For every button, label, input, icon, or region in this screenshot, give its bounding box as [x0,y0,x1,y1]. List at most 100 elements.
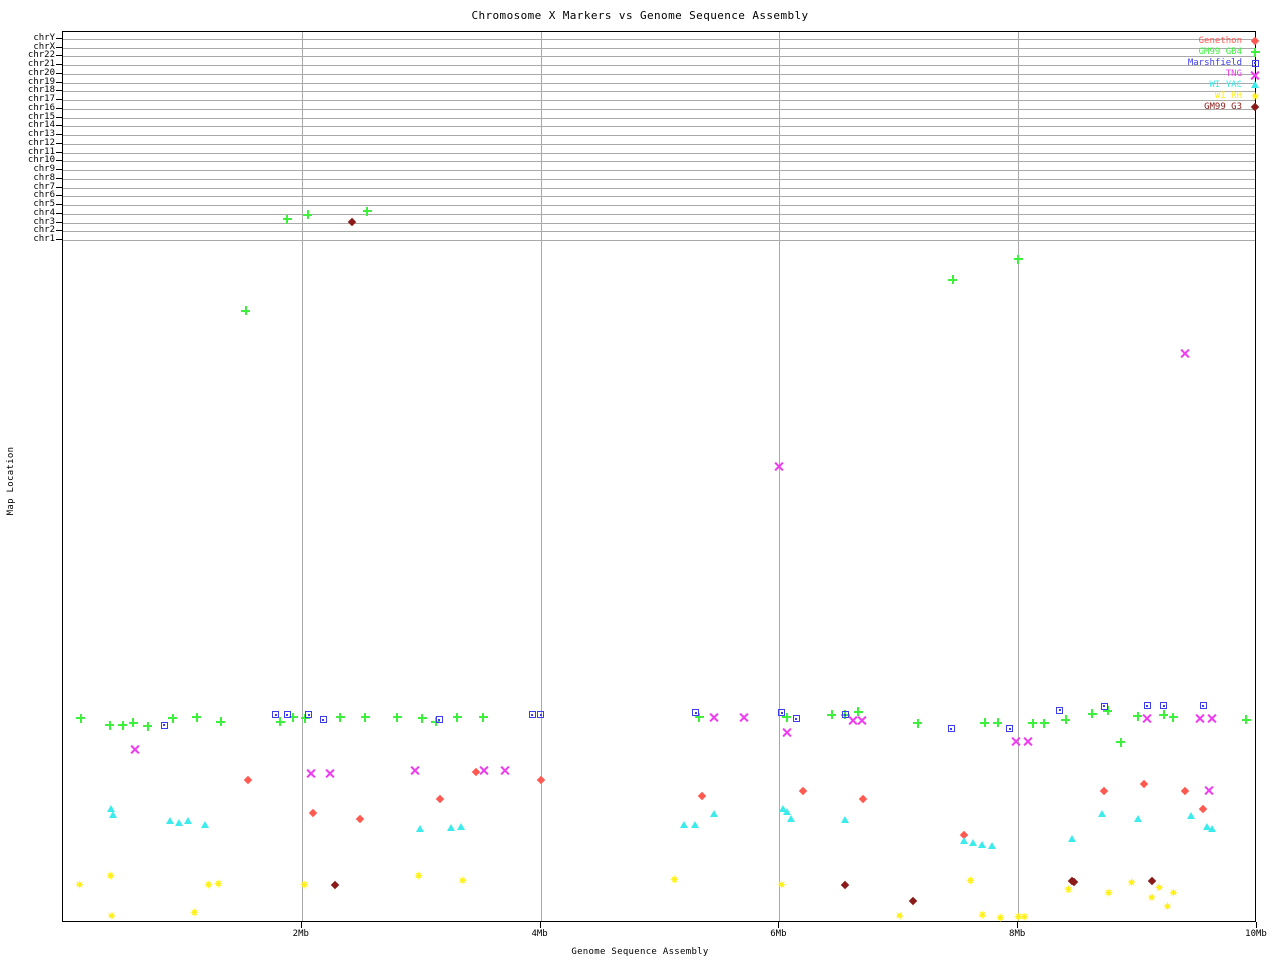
y-tick-mark [56,186,62,188]
y-tick-label-chr7: chr7 [33,181,55,192]
y-tick-label-chr9: chr9 [33,164,55,175]
x-tick-mark [300,922,302,928]
gridline-h [63,187,1255,189]
square-marker [1251,59,1259,67]
y-tick-mark [56,239,62,241]
gridline-h [63,39,1255,40]
legend-symbol-diamond-icon [1248,36,1262,47]
legend-label: WI YAC [1209,80,1242,90]
gridline-h [63,205,1255,207]
x-tick-label-10mb: 10Mb [1245,929,1267,939]
y-tick-label-chr13: chr13 [27,129,55,140]
gridline-v [540,32,542,921]
y-tick-mark [56,221,62,223]
gridline-h [63,82,1255,84]
y-tick-label-chr8: chr8 [33,172,55,183]
gridline-h [63,196,1255,198]
y-tick-mark [56,134,62,136]
gridline-h [63,47,1255,49]
x-tick-label-4mb: 4Mb [531,929,548,939]
x-axis-label: Genome Sequence Assembly [571,947,709,957]
x-tick-mark [1256,922,1257,928]
gridline-h [63,73,1255,75]
y-tick-label-chry: chrY [33,33,55,43]
series-gm99-g3 [63,32,1255,921]
gridline-h [63,231,1255,233]
gridline-h [63,240,1255,242]
x-tick-label-2mb: 2Mb [292,929,309,939]
y-axis-tick-marks [0,0,62,960]
y-tick-mark [56,46,62,48]
x-tick-mark [539,922,541,928]
diamond-marker [1147,876,1157,886]
gridline-h [63,143,1255,145]
y-tick-mark [56,107,62,109]
legend-symbol-star-icon [1248,91,1262,102]
x-tick-mark [1017,922,1019,928]
y-tick-mark [56,125,62,127]
y-tick-label-chr15: chr15 [27,111,55,122]
y-tick-label-chr11: chr11 [27,146,55,157]
y-tick-mark [56,177,62,179]
legend-item-gm99-g3[interactable]: GM99 G3 [1144,102,1262,113]
y-tick-mark [56,151,62,153]
legend-label: Marshfield [1187,58,1242,68]
legend-item-wi-rh[interactable]: WI RH [1144,91,1262,102]
gridline-h [63,108,1255,110]
y-tick-mark [56,160,62,162]
legend-symbol-x-icon [1248,69,1262,80]
legend-label: TNG [1225,69,1242,79]
x-tick-mark [778,922,780,928]
legend-item-genethon[interactable]: Genethon [1144,36,1262,47]
y-tick-mark [56,204,62,206]
y-tick-mark [56,169,62,171]
diamond-marker [1250,36,1260,46]
x-tick-label-8mb: 8Mb [1009,929,1026,939]
gridline-v [779,32,781,921]
y-tick-mark [56,72,62,74]
gridline-h [63,56,1255,58]
y-tick-mark [56,142,62,144]
gridline-h [63,222,1255,224]
gridline-h [63,135,1255,137]
y-tick-label-chr18: chr18 [27,85,55,96]
y-tick-label-chr19: chr19 [27,76,55,87]
y-tick-label-chr17: chr17 [27,94,55,105]
legend-item-marshfield[interactable]: Marshfield [1144,58,1262,69]
x-marker [1251,70,1260,79]
legend-item-wi-yac[interactable]: WI YAC [1144,80,1262,91]
legend-symbol-diamond-icon [1248,102,1262,113]
diamond-marker [347,217,357,227]
y-tick-mark [56,99,62,101]
legend-item-tng[interactable]: TNG [1144,69,1262,80]
y-tick-label-chr6: chr6 [33,190,55,201]
gridline-h [63,65,1255,67]
y-tick-mark [56,212,62,214]
diamond-marker [908,896,918,905]
y-tick-label-chr5: chr5 [33,199,55,210]
plus-marker [1250,47,1260,57]
legend-symbol-plus-icon [1248,47,1262,58]
gridline-v [301,32,303,921]
plot-area [62,31,1256,922]
y-tick-mark [56,195,62,197]
legend-symbol-triangle-icon [1248,80,1262,91]
y-tick-label-chr12: chr12 [27,137,55,148]
y-tick-mark [56,90,62,92]
legend-item-gm99-gb4[interactable]: GM99 GB4 [1144,47,1262,58]
gridline-h [63,161,1255,163]
star-marker [1251,92,1260,101]
x-tick-label-6mb: 6Mb [770,929,787,939]
y-tick-label-chr10: chr10 [27,155,55,166]
y-tick-label-chr22: chr22 [27,50,55,61]
y-tick-label-chr4: chr4 [33,207,55,218]
gridline-h [63,117,1255,119]
diamond-marker [1070,877,1079,887]
legend-label: Genethon [1198,36,1242,46]
y-tick-mark [56,64,62,66]
y-tick-label-chr3: chr3 [33,216,55,227]
y-tick-mark [56,55,62,57]
y-tick-label-chr2: chr2 [33,225,55,236]
chart-title: Chromosome X Markers vs Genome Sequence … [471,9,809,22]
triangle-marker [1251,81,1259,88]
